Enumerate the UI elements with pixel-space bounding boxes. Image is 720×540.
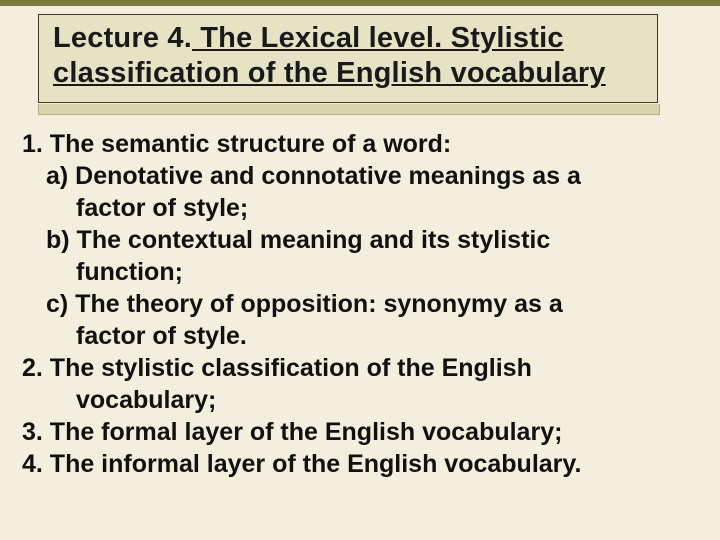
item-1b-line1: b) The contextual meaning and its stylis… [22, 224, 698, 256]
item-1c-line1: c) The theory of opposition: synonymy as… [22, 288, 698, 320]
title-prefix: Lecture 4. [53, 22, 192, 54]
item-2-line1: 2. The stylistic classification of the E… [22, 352, 698, 384]
item-1c-line2: factor of style. [22, 320, 698, 352]
title-box: Lecture 4. The Lexical level. Stylistic … [38, 14, 658, 103]
item-1a-line1: a) Denotative and connotative meanings a… [22, 160, 698, 192]
item-3: 3. The formal layer of the English vocab… [22, 416, 698, 448]
item-2-line2: vocabulary; [22, 384, 698, 416]
body-text: 1. The semantic structure of a word: a) … [22, 128, 698, 480]
item-1b-line2: function; [22, 256, 698, 288]
slide-title: Lecture 4. The Lexical level. Stylistic … [53, 21, 643, 92]
title-line1: The Lexical level. Stylistic [192, 22, 564, 54]
top-accent-strip [0, 0, 720, 6]
item-4: 4. The informal layer of the English voc… [22, 448, 698, 480]
slide: Lecture 4. The Lexical level. Stylistic … [0, 0, 720, 540]
item-1-heading: 1. The semantic structure of a word: [22, 128, 698, 160]
item-1a-line2: factor of style; [22, 192, 698, 224]
title-line2: classification of the English vocabulary [53, 57, 606, 89]
title-under-bar [38, 104, 660, 115]
